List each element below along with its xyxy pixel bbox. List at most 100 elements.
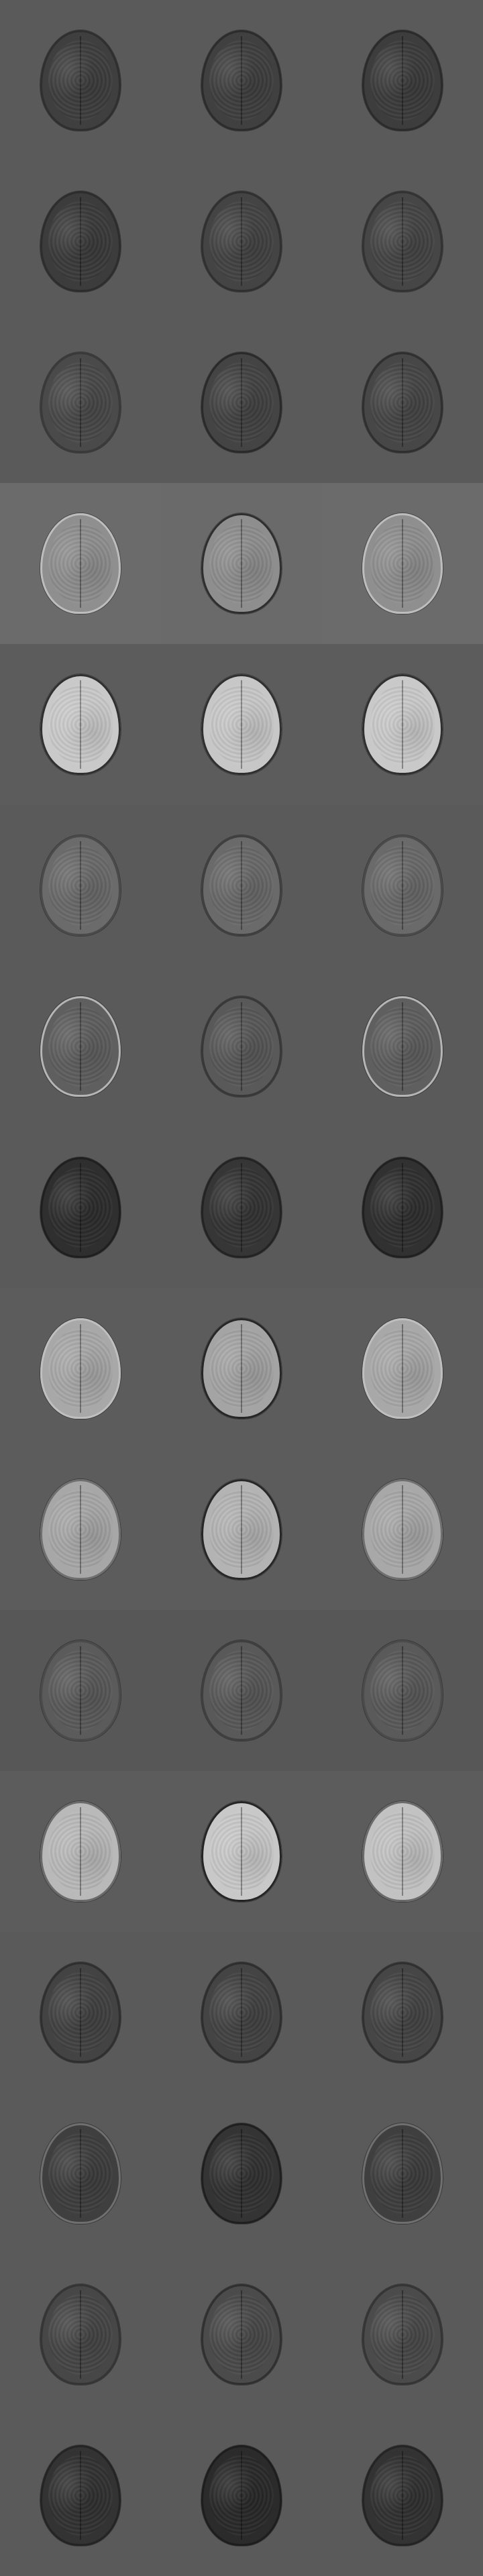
brain-slice-image (362, 1157, 443, 1258)
mri-row (0, 2254, 483, 2415)
brain-slice-image (362, 30, 443, 131)
mri-row (0, 2093, 483, 2254)
brain-slice-image (201, 1479, 282, 1580)
mri-slice-cell (322, 2093, 483, 2254)
brain-slice-image (362, 1318, 443, 1419)
mri-slice-cell (0, 322, 161, 483)
mri-row (0, 644, 483, 805)
mri-row (0, 1932, 483, 2093)
mri-slice-cell (322, 1771, 483, 1932)
mri-slice-cell (322, 483, 483, 644)
mri-slice-cell (0, 966, 161, 1127)
mri-slice-cell (161, 2093, 322, 2254)
mri-slice-cell (161, 1449, 322, 1610)
brain-slice-image (362, 513, 443, 614)
brain-slice-image (40, 1962, 121, 2063)
brain-slice-image (362, 2123, 443, 2224)
brain-slice-image (40, 352, 121, 453)
mri-row (0, 1610, 483, 1771)
mri-slice-cell (0, 2093, 161, 2254)
brain-slice-image (201, 835, 282, 936)
brain-slice-image (201, 2123, 282, 2224)
mri-slice-cell (0, 1127, 161, 1288)
mri-slice-cell (161, 1288, 322, 1449)
mri-slice-cell (161, 2254, 322, 2415)
mri-slice-cell (0, 2415, 161, 2576)
brain-slice-image (201, 513, 282, 614)
brain-slice-image (201, 674, 282, 775)
mri-slice-cell (322, 2415, 483, 2576)
brain-slice-image (201, 1640, 282, 1741)
mri-row (0, 0, 483, 161)
mri-row (0, 322, 483, 483)
brain-slice-image (201, 1157, 282, 1258)
brain-slice-image (40, 2284, 121, 2385)
mri-row (0, 1449, 483, 1610)
brain-slice-image (362, 996, 443, 1097)
mri-slice-cell (0, 483, 161, 644)
mri-slice-cell (161, 483, 322, 644)
brain-slice-image (362, 2284, 443, 2385)
mri-slice-cell (0, 1449, 161, 1610)
mri-row (0, 966, 483, 1127)
brain-slice-image (362, 191, 443, 292)
mri-slice-cell (0, 1932, 161, 2093)
mri-row (0, 2415, 483, 2576)
brain-slice-image (40, 674, 121, 775)
mri-slice-cell (161, 966, 322, 1127)
brain-slice-image (40, 2123, 121, 2224)
mri-row (0, 1771, 483, 1932)
brain-slice-image (40, 1318, 121, 1419)
mri-slice-cell (322, 161, 483, 322)
brain-slice-image (201, 1318, 282, 1419)
mri-slice-cell (322, 322, 483, 483)
mri-slice-cell (322, 966, 483, 1127)
mri-slice-cell (161, 0, 322, 161)
brain-slice-image (201, 1801, 282, 1902)
brain-slice-image (40, 1640, 121, 1741)
mri-slice-cell (322, 1288, 483, 1449)
mri-slice-cell (0, 1771, 161, 1932)
mri-slice-cell (322, 1127, 483, 1288)
brain-slice-image (40, 1479, 121, 1580)
brain-slice-image (201, 1962, 282, 2063)
mri-slice-cell (322, 1932, 483, 2093)
mri-row (0, 483, 483, 644)
mri-slice-cell (0, 0, 161, 161)
mri-slice-cell (161, 161, 322, 322)
brain-slice-image (40, 1157, 121, 1258)
mri-slice-cell (0, 1288, 161, 1449)
brain-slice-image (40, 2445, 121, 2546)
mri-slice-cell (161, 1771, 322, 1932)
brain-slice-image (40, 30, 121, 131)
mri-slice-cell (161, 1127, 322, 1288)
brain-slice-image (362, 1640, 443, 1741)
brain-slice-image (40, 191, 121, 292)
mri-slice-cell (322, 805, 483, 966)
brain-slice-image (40, 513, 121, 614)
brain-slice-image (362, 1962, 443, 2063)
brain-slice-image (40, 1801, 121, 1902)
mri-slice-cell (161, 1610, 322, 1771)
mri-row (0, 805, 483, 966)
brain-slice-image (201, 2284, 282, 2385)
mri-row (0, 161, 483, 322)
brain-slice-image (201, 191, 282, 292)
mri-slice-cell (161, 805, 322, 966)
mri-slice-cell (161, 644, 322, 805)
mri-slice-cell (322, 0, 483, 161)
brain-slice-image (201, 30, 282, 131)
mri-slice-cell (0, 1610, 161, 1771)
mri-row (0, 1127, 483, 1288)
mri-slice-cell (322, 2254, 483, 2415)
brain-slice-image (201, 2445, 282, 2546)
mri-slice-cell (0, 161, 161, 322)
mri-slice-cell (161, 1932, 322, 2093)
brain-slice-image (362, 1801, 443, 1902)
brain-slice-image (201, 352, 282, 453)
brain-slice-image (362, 352, 443, 453)
brain-slice-image (40, 835, 121, 936)
mri-slice-cell (0, 2254, 161, 2415)
mri-slice-cell (0, 805, 161, 966)
